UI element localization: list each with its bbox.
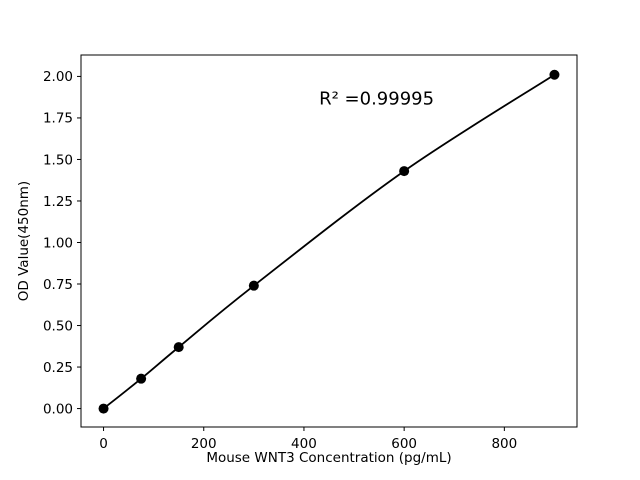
y-axis-ticks: 0.00 0.25 0.50 0.75 1.00 1.25 1.50 1.75 2.00	[43, 69, 81, 417]
x-axis-ticks: 0 200 400 600 800	[99, 427, 517, 452]
svg-text:1.50: 1.50	[43, 152, 73, 168]
data-point-marker	[173, 342, 184, 353]
curve-line	[102, 73, 556, 410]
data-point-marker	[136, 373, 147, 384]
svg-text:1.75: 1.75	[43, 111, 73, 127]
y-axis-label: OD Value(450nm)	[16, 180, 32, 302]
svg-text:0.50: 0.50	[43, 318, 73, 334]
data-point-marker	[98, 403, 109, 414]
svg-text:0: 0	[99, 436, 108, 452]
svg-text:0.25: 0.25	[43, 360, 73, 376]
data-point-marker	[399, 166, 410, 177]
svg-text:0.75: 0.75	[43, 277, 73, 293]
plot-frame	[80, 54, 578, 428]
x-axis-label: Mouse WNT3 Concentration (pg/mL)	[206, 450, 452, 466]
r-squared-annotation: R² =0.99995	[319, 88, 435, 110]
svg-text:800: 800	[491, 436, 517, 452]
svg-text:2.00: 2.00	[43, 69, 73, 85]
svg-text:1.25: 1.25	[43, 194, 73, 210]
svg-text:400: 400	[291, 436, 317, 452]
data-point-marker	[549, 69, 560, 80]
svg-text:0.00: 0.00	[43, 401, 73, 417]
svg-text:600: 600	[391, 436, 417, 452]
svg-text:200: 200	[191, 436, 217, 452]
data-point-marker	[248, 280, 259, 291]
data-points	[98, 69, 560, 414]
svg-text:1.00: 1.00	[43, 235, 73, 251]
